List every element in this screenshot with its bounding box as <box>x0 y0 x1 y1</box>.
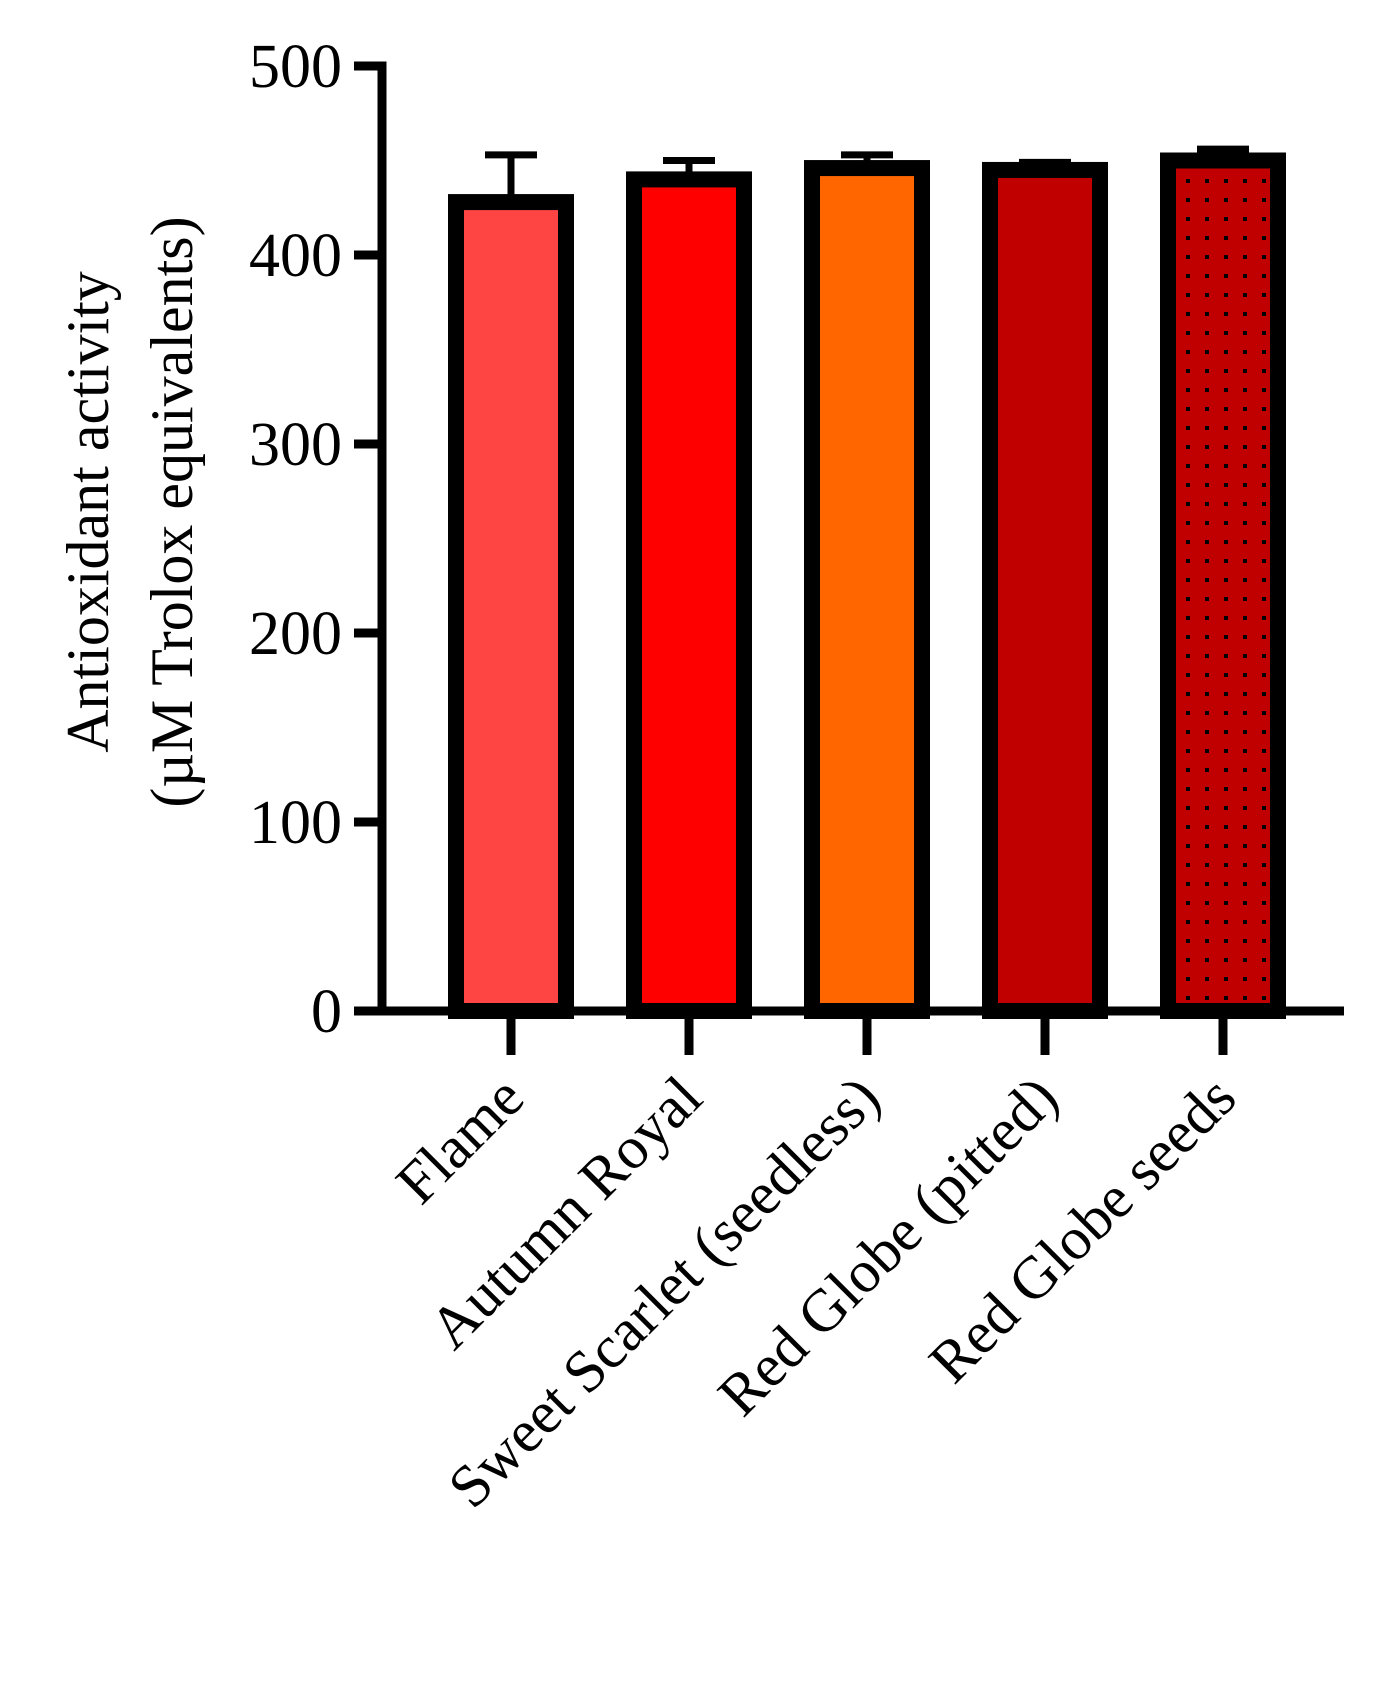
bar-sweet-scarlet-seedless <box>804 160 930 1019</box>
y-axis-label-line1: Antioxidant activity <box>55 271 121 753</box>
y-tick-label: 400 <box>249 222 342 290</box>
bar-autumn-royal <box>626 171 752 1019</box>
y-axis-label-line2: (µM Trolox equivalents) <box>139 216 205 807</box>
error-bars-layer <box>485 145 1249 203</box>
y-tick-label: 500 <box>249 33 342 101</box>
bar-red-globe-pitted <box>982 161 1108 1019</box>
y-tick-label: 0 <box>311 978 342 1046</box>
x-category-label: Red Globe seeds <box>916 1064 1248 1396</box>
x-category-label: Flame <box>383 1064 536 1217</box>
bar-flame <box>448 194 574 1019</box>
axes-layer <box>354 61 1344 1055</box>
x-category-label: Red Globe (pitted) <box>705 1064 1070 1429</box>
y-tick-label: 200 <box>249 600 342 668</box>
y-tick-label: 100 <box>249 789 342 857</box>
bar-red-globe-seeds <box>1160 152 1286 1019</box>
bars-layer <box>448 152 1286 1019</box>
y-tick-label: 300 <box>249 411 342 479</box>
y-axis-label: Antioxidant activity (µM Trolox equivale… <box>55 216 205 807</box>
